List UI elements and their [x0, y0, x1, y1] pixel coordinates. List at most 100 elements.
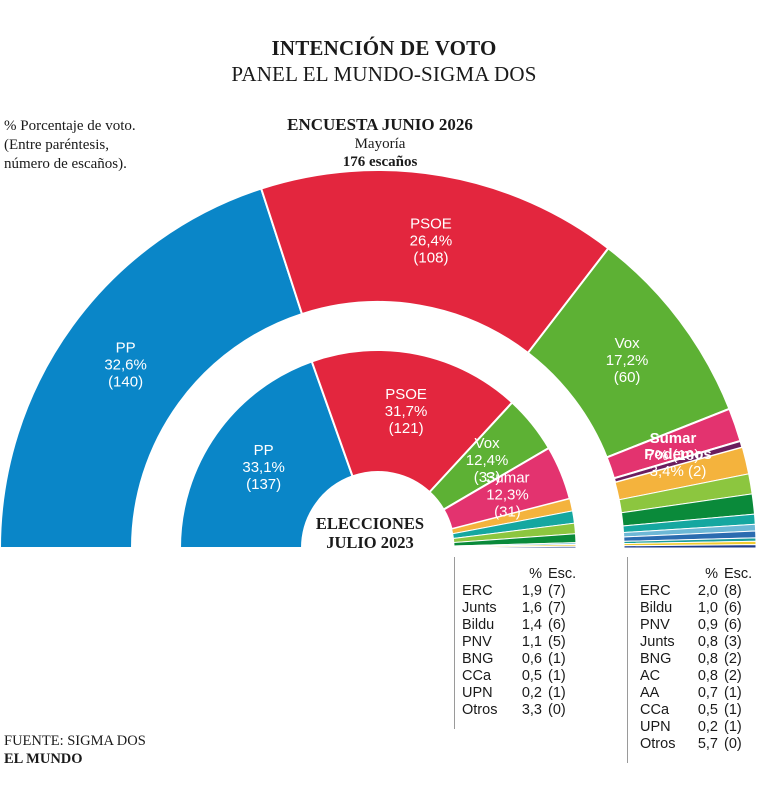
- table-header-row: % Esc.: [462, 566, 576, 583]
- party-seats: (3): [724, 634, 742, 650]
- party-seats: (1): [724, 702, 742, 718]
- party-pct: 0,6: [521, 651, 542, 667]
- party-pct: 0,7: [697, 685, 718, 701]
- segment-label-psoe: (121): [389, 420, 424, 437]
- party-name: BNG: [462, 651, 494, 667]
- party-pct: 1,6: [521, 600, 542, 616]
- party-name: UPN: [640, 719, 671, 735]
- party-seats: (6): [724, 600, 742, 616]
- party-pct: 0,2: [521, 685, 542, 701]
- party-name: Bildu: [640, 600, 673, 616]
- party-name: Bildu: [462, 617, 495, 633]
- header-seats: Esc.: [724, 566, 753, 582]
- party-pct: 1,9: [521, 583, 542, 599]
- party-seats: (2): [724, 651, 742, 667]
- segment-label-psoe: PSOE: [385, 386, 427, 403]
- party-seats: (0): [548, 702, 566, 718]
- table-row: CCa 0,5 (1): [640, 702, 752, 719]
- source-brand: EL MUNDO: [4, 751, 83, 767]
- segment-label-podemos: 3,4% (2): [650, 463, 707, 480]
- party-seats: (1): [548, 651, 566, 667]
- elections-label: ELECCIONES JULIO 2023: [280, 514, 460, 552]
- survey-title: ENCUESTA JUNIO 2026: [287, 115, 473, 134]
- segment-label-podemos: Podemos: [644, 446, 712, 463]
- party-name: UPN: [462, 685, 493, 701]
- table-row: ERC 2,0 (8): [640, 583, 752, 600]
- party-seats: (0): [724, 736, 742, 752]
- inner-hemicycle: [178, 349, 577, 549]
- table-row: BNG 0,6 (1): [462, 651, 576, 668]
- party-seats: (6): [548, 617, 566, 633]
- party-name: PNV: [462, 634, 492, 650]
- table-2023: % Esc. ERC 1,9 (7) Junts 1,6 (7) Bildu 1,4 (6) PN…: [462, 566, 576, 719]
- party-seats: (2): [724, 668, 742, 684]
- table-2023-divider: [454, 557, 455, 729]
- party-seats: (1): [724, 719, 742, 735]
- segment-label-pp: (140): [108, 374, 143, 391]
- segment-upn: [623, 544, 757, 549]
- party-name: PNV: [640, 617, 670, 633]
- segment-label-sumar: 7% (10): [647, 447, 700, 464]
- party-pct: 3,3: [521, 702, 542, 718]
- table-row: CCa 0,5 (1): [462, 668, 576, 685]
- header-pct: %: [529, 566, 542, 582]
- elections-line: JULIO 2023: [326, 533, 414, 552]
- party-pct: 5,7: [697, 736, 718, 752]
- segment-label-psoe: 26,4%: [410, 233, 453, 250]
- party-seats: (1): [548, 668, 566, 684]
- party-pct: 0,8: [697, 634, 718, 650]
- table-2026: % Esc. ERC 2,0 (8) Bildu 1,0 (6) PNV 0,9 (6) Junt…: [640, 566, 752, 753]
- note-line: número de escaños).: [4, 156, 127, 172]
- table-row: Bildu 1,0 (6): [640, 600, 752, 617]
- segment-label-sumar: Sumar: [650, 430, 697, 447]
- survey-header: ENCUESTA JUNIO 2026 Mayoría 176 escaños: [180, 115, 580, 171]
- party-name: ERC: [640, 583, 671, 599]
- legend-note: % Porcentaje de voto. (Entre paréntesis,…: [4, 117, 194, 174]
- segment-label-pp: 32,6%: [104, 357, 147, 374]
- party-pct: 1,1: [521, 634, 542, 650]
- segment-label-vox: Vox: [615, 335, 641, 352]
- segment-label-pp: 33,1%: [242, 459, 285, 476]
- party-seats: (7): [548, 583, 566, 599]
- header-party: [640, 566, 690, 583]
- segment-pp: [178, 360, 354, 549]
- party-seats: (8): [724, 583, 742, 599]
- table-2026-divider: [627, 557, 628, 763]
- party-pct: 2,0: [697, 583, 718, 599]
- segment-label-psoe: 31,7%: [385, 403, 428, 420]
- outer-hemicycle: [0, 169, 757, 549]
- chart-title: INTENCIÓN DE VOTO: [271, 36, 497, 60]
- party-name: Otros: [462, 702, 498, 718]
- segment-labels: PP32,6%(140)PSOE26,4%(108)Vox17,2%(60)Su…: [104, 216, 711, 521]
- segment-label-vox: (60): [614, 369, 641, 386]
- party-name: CCa: [462, 668, 492, 684]
- party-seats: (1): [548, 685, 566, 701]
- segment-label-vox: Vox: [475, 435, 501, 452]
- segment-pp: [0, 187, 304, 549]
- header-seats: Esc.: [548, 566, 577, 582]
- table-header-row: % Esc.: [640, 566, 752, 583]
- party-name: AC: [640, 668, 661, 684]
- party-pct: 0,9: [697, 617, 718, 633]
- party-name: AA: [640, 685, 660, 701]
- segment-label-vox: (33): [474, 469, 501, 486]
- chart-subtitle: PANEL EL MUNDO-SIGMA DOS: [231, 62, 537, 86]
- table-row: AC 0,8 (2): [640, 668, 752, 685]
- table-row: Otros 5,7 (0): [640, 736, 752, 753]
- party-name: ERC: [462, 583, 493, 599]
- party-name: CCa: [640, 702, 670, 718]
- segment-label-pp: PP: [116, 340, 136, 357]
- party-seats: (1): [724, 685, 742, 701]
- party-seats: (7): [548, 600, 566, 616]
- note-line: % Porcentaje de voto.: [4, 118, 136, 134]
- segment-label-vox: 17,2%: [606, 352, 649, 369]
- party-pct: 1,0: [697, 600, 718, 616]
- table-row: Bildu 1,4 (6): [462, 617, 576, 634]
- segment-label-vox: 12,4%: [466, 452, 509, 469]
- party-seats: (5): [548, 634, 566, 650]
- table-row: Junts 1,6 (7): [462, 600, 576, 617]
- party-name: BNG: [640, 651, 672, 667]
- party-name: Otros: [640, 736, 676, 752]
- table-row: BNG 0,8 (2): [640, 651, 752, 668]
